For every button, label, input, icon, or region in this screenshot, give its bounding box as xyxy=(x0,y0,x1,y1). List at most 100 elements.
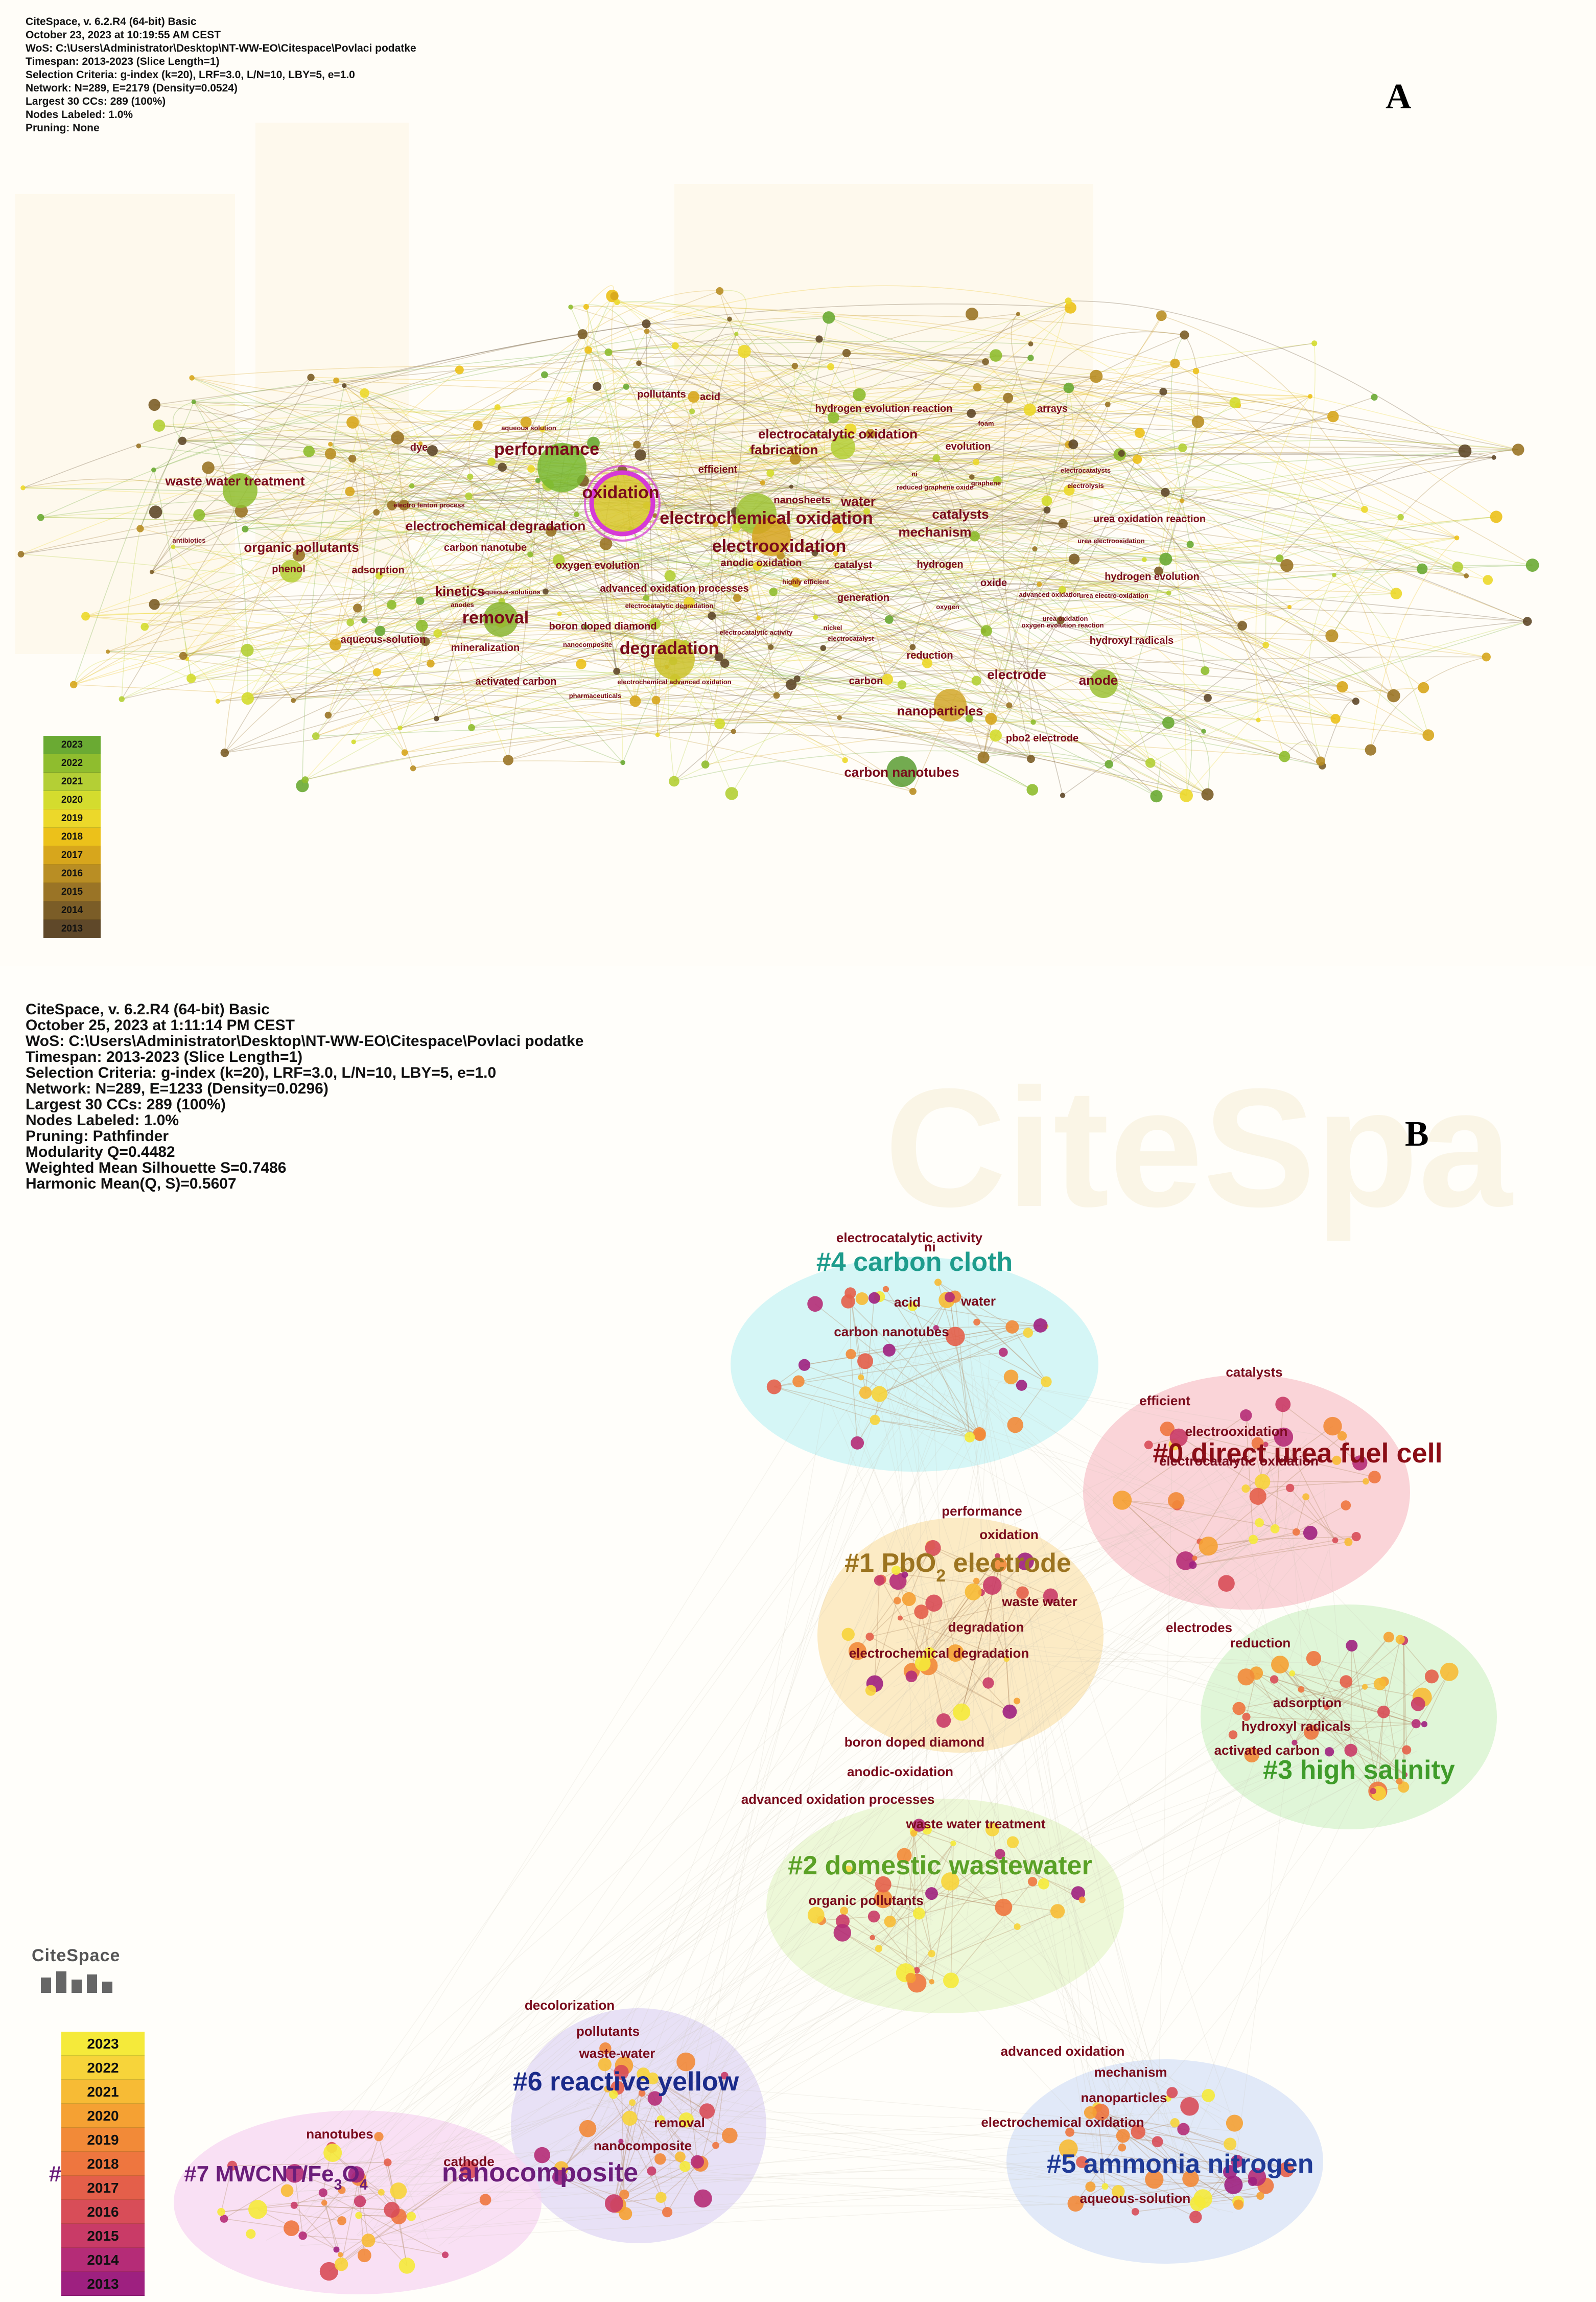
network-edge xyxy=(224,387,1069,753)
legend-year-swatch: 2016 xyxy=(61,2200,145,2224)
network-node xyxy=(646,2072,659,2085)
network-edge xyxy=(905,1831,914,1973)
network-edge xyxy=(885,1289,980,1434)
network-edge xyxy=(302,2235,369,2241)
network-edge xyxy=(981,1592,1007,1659)
network-edge xyxy=(1383,1681,1400,1781)
network-edge xyxy=(661,2163,701,2198)
cluster-keyword: mechanism xyxy=(1094,2064,1167,2080)
network-edge xyxy=(622,469,1110,765)
network-edge xyxy=(916,1953,932,1971)
network-node xyxy=(1482,653,1491,662)
network-node xyxy=(342,383,347,388)
network-edge xyxy=(879,1580,934,1603)
network-edge xyxy=(1157,2141,1204,2199)
network-edge xyxy=(758,614,928,664)
network-edge xyxy=(814,461,977,553)
network-edge xyxy=(368,2240,445,2256)
network-edge xyxy=(715,2075,725,2146)
panel-b-line: Nodes Labeled: 1.0% xyxy=(26,1112,179,1129)
network-edge xyxy=(804,1325,1041,1366)
network-edge xyxy=(626,2088,1086,2186)
network-edge xyxy=(670,1387,884,2082)
network-edge xyxy=(693,2112,1117,2148)
network-node xyxy=(985,1822,1000,1836)
network-node xyxy=(541,371,548,379)
network-node xyxy=(498,462,507,472)
network-edge xyxy=(357,2096,629,2176)
network-node xyxy=(907,1301,918,1311)
network-edge xyxy=(693,397,759,618)
network-edge xyxy=(977,1433,1178,1604)
keyword-label: pharmaceuticals xyxy=(569,692,622,700)
network-node xyxy=(609,2090,618,2099)
cluster-label: #6 reactive yellow xyxy=(513,2067,739,2097)
cluster-keyword: carbon nanotubes xyxy=(834,1324,949,1339)
network-edge xyxy=(1373,1712,1384,1792)
network-edge xyxy=(224,2152,333,2219)
network-edge xyxy=(1313,1658,1384,1682)
keyword-label: mechanism xyxy=(898,524,971,540)
network-edge xyxy=(186,425,478,659)
network-edge xyxy=(664,1717,1383,2113)
network-node xyxy=(982,358,989,365)
network-edge xyxy=(548,484,771,647)
network-node xyxy=(384,2202,400,2218)
network-node xyxy=(1256,717,1261,723)
network-edge xyxy=(293,673,1169,724)
network-node xyxy=(1285,1483,1295,1493)
network-node xyxy=(583,304,589,310)
network-node xyxy=(1327,410,1339,423)
network-node xyxy=(374,2132,384,2142)
network-node xyxy=(773,692,780,699)
network-edge xyxy=(184,641,192,679)
network-edge xyxy=(1068,2148,1230,2173)
network-node xyxy=(922,658,932,668)
network-edge xyxy=(192,377,531,555)
network-edge xyxy=(73,353,847,685)
network-edge xyxy=(413,760,623,769)
network-edge xyxy=(655,363,1176,701)
hub-node xyxy=(886,756,917,787)
network-node xyxy=(1112,2185,1125,2198)
network-node xyxy=(980,625,992,637)
network-node xyxy=(1337,1431,1347,1441)
network-node xyxy=(427,445,438,456)
keyword-label: aqueous solution xyxy=(501,424,556,432)
background-watermark xyxy=(674,184,1093,542)
network-node xyxy=(676,2052,695,2072)
keyword-label: phenol xyxy=(272,564,306,575)
network-edge xyxy=(183,633,1343,687)
network-node xyxy=(1363,1478,1369,1485)
network-edge xyxy=(932,1548,956,1654)
network-node xyxy=(1142,557,1147,563)
network-node xyxy=(1180,788,1193,802)
network-edge xyxy=(121,604,392,700)
network-edge xyxy=(757,566,1034,723)
legend-year-swatch: 2021 xyxy=(43,773,101,791)
network-node xyxy=(669,776,679,787)
cluster-keyword: electrochemical degradation xyxy=(849,1645,1029,1661)
network-edge xyxy=(1001,398,1031,759)
hub-node xyxy=(654,639,695,680)
network-edge xyxy=(391,365,795,506)
network-edge xyxy=(992,1829,1004,1908)
network-node xyxy=(614,2064,629,2080)
network-edge xyxy=(883,1884,1004,1908)
network-node xyxy=(1058,586,1066,594)
network-edge xyxy=(620,1765,1384,2182)
network-edge xyxy=(705,555,781,765)
legend-year-label: 2021 xyxy=(87,2084,119,2100)
cluster-label-text: #6 reactive yellow xyxy=(513,2067,739,2097)
network-edge xyxy=(1424,1671,1450,1725)
network-node xyxy=(844,1865,852,1873)
network-edge xyxy=(364,392,509,760)
network-node xyxy=(901,1571,908,1578)
keyword-label: electrocatalysts xyxy=(1061,467,1111,474)
network-edge xyxy=(986,517,1401,632)
network-edge xyxy=(436,490,1069,719)
network-edge xyxy=(192,366,1069,445)
network-edge xyxy=(392,505,1285,757)
network-edge xyxy=(151,497,405,573)
network-edge xyxy=(151,468,209,572)
